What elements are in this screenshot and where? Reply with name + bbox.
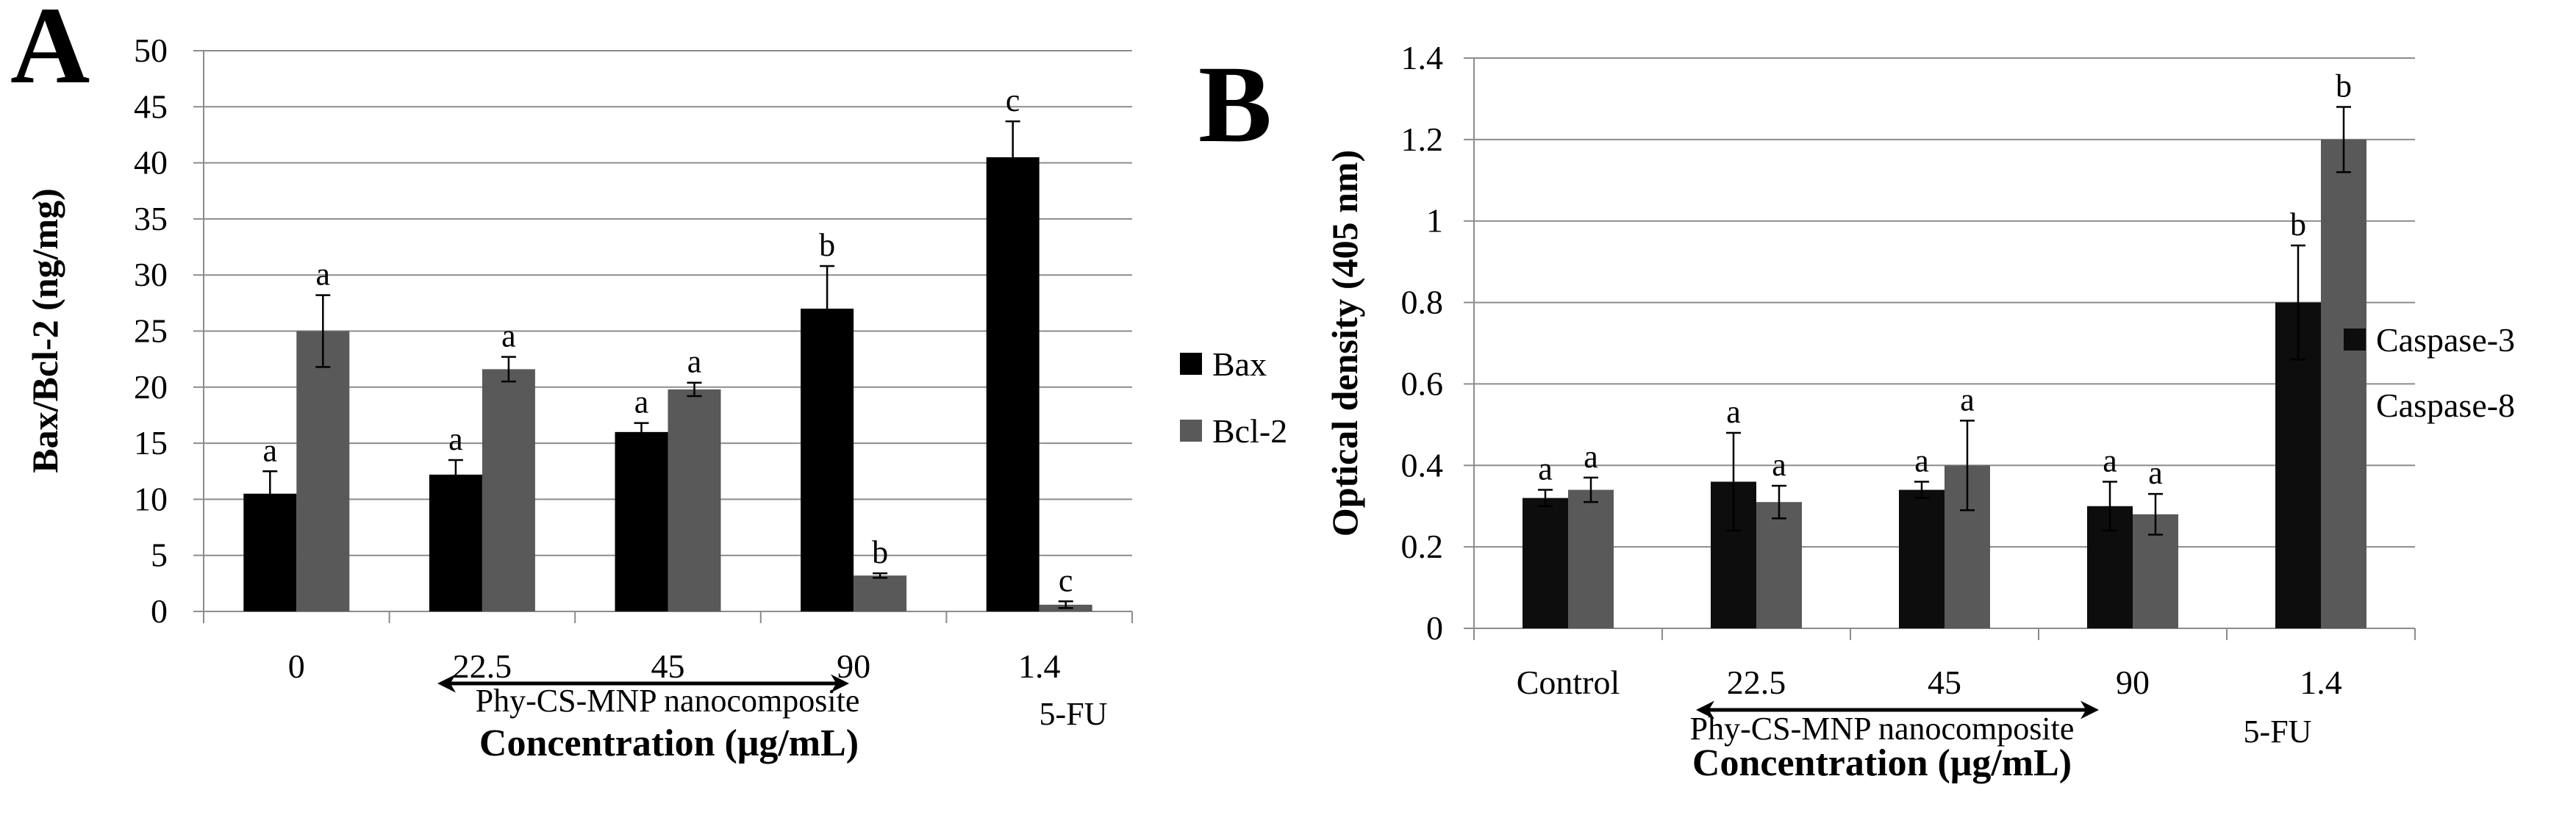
significance-letter: b	[2290, 207, 2306, 243]
group-label: Phy-CS-MNP nanocomposite	[476, 683, 860, 719]
legend-label: Caspase-3	[2376, 321, 2515, 359]
x-tick-label: 0	[288, 647, 305, 685]
bar-caspase-3	[1523, 498, 1568, 628]
y-tick-label: 5	[151, 536, 168, 574]
y-tick-label: 0	[151, 592, 168, 630]
x-tick-label: 22.5	[1727, 664, 1786, 701]
x-tick-label: 1.4	[2300, 664, 2342, 701]
y-tick-label: 0.8	[1401, 284, 1444, 321]
bar-bcl-2	[668, 389, 721, 611]
significance-letter: a	[1772, 447, 1786, 483]
bar-bax	[429, 474, 482, 611]
significance-letter: a	[448, 421, 463, 457]
significance-letter: a	[1584, 439, 1598, 475]
y-tick-label: 0.4	[1401, 446, 1444, 484]
control-label: 5-FU	[2244, 714, 2312, 750]
group-label: Phy-CS-MNP nanocomposite	[1690, 711, 2075, 747]
legend-swatch	[2344, 328, 2366, 351]
panel-b: B 0 0.2 0.4 0.6 0.8 1 1.2 1.4 Optical density (40…	[1198, 39, 2515, 784]
y-tick-label: 50	[134, 32, 168, 69]
bar-bax	[801, 308, 854, 611]
significance-letter: b	[2336, 68, 2352, 104]
significance-letter: a	[1914, 442, 1929, 478]
x-tick-label: Control	[1517, 664, 1620, 701]
significance-letter: a	[2103, 442, 2117, 478]
significance-letter: a	[316, 256, 331, 292]
x-tick-label: 45	[1928, 664, 1961, 701]
bar-bcl-2	[296, 331, 350, 611]
bar-bcl-2	[482, 369, 535, 611]
y-tick-label: 20	[134, 368, 168, 406]
significance-letter: a	[2148, 455, 2163, 491]
significance-letter: a	[501, 318, 516, 354]
y-tick-label: 0	[1426, 609, 1443, 647]
x-tick-label: 45	[651, 647, 685, 685]
y-tick-label: 45	[134, 87, 168, 125]
bar-bcl-2	[854, 575, 907, 611]
x-axis-label: Concentration (μg/mL)	[479, 722, 859, 764]
x-tick-label: 22.5	[453, 647, 512, 685]
y-axis-label: Bax/Bcl-2 (ng/mg)	[24, 188, 65, 473]
y-tick-label: 15	[134, 424, 168, 462]
x-axis-label: Concentration (μg/mL)	[1692, 742, 2072, 784]
legend-label: Caspase-8	[2376, 387, 2515, 424]
legend-swatch	[1180, 420, 1202, 442]
x-tick-label: 90	[2116, 664, 2150, 701]
significance-letter: a	[1538, 451, 1553, 487]
significance-letter: a	[263, 432, 278, 468]
significance-letter: a	[687, 344, 702, 380]
bar-caspase-8	[2321, 139, 2366, 628]
legend-label: Bcl-2	[1212, 412, 1287, 450]
y-tick-label: 25	[134, 312, 168, 350]
panel-letter: B	[1198, 43, 1272, 165]
y-tick-label: 10	[134, 480, 168, 517]
significance-letter: a	[634, 384, 649, 420]
y-tick-label: 0.6	[1401, 365, 1444, 402]
bar-bax	[986, 157, 1040, 612]
significance-letter: c	[1059, 562, 1073, 598]
legend-swatch	[2344, 394, 2366, 416]
significance-letter: b	[819, 227, 835, 263]
significance-letter: a	[1726, 394, 1741, 430]
x-tick-label: 1.4	[1018, 647, 1061, 685]
bar-caspase-8	[1756, 502, 1802, 628]
significance-letter: a	[1960, 381, 1975, 417]
significance-letter: c	[1006, 82, 1020, 118]
y-tick-label: 0.2	[1401, 528, 1444, 565]
y-tick-label: 35	[134, 200, 168, 237]
significance-letter: b	[872, 534, 888, 570]
y-tick-label: 40	[134, 144, 168, 182]
bar-caspase-3	[1899, 489, 1944, 628]
y-tick-label: 30	[134, 256, 168, 293]
y-axis-label: Optical density (405 nm)	[1324, 150, 1365, 536]
y-tick-label: 1	[1426, 202, 1443, 240]
legend-label: Bax	[1212, 345, 1267, 383]
panel-a: A 0 5 10 15 20 25 30 35 40 45 50 Bax/Bcl-2 (ng/mg) 0 a…	[10, 0, 1287, 764]
bar-bax	[615, 431, 668, 611]
y-tick-label: 1.4	[1401, 39, 1444, 76]
x-tick-label: 90	[837, 647, 870, 685]
panel-letter: A	[10, 0, 90, 107]
control-label: 5-FU	[1040, 696, 1108, 732]
legend-swatch	[1180, 353, 1202, 375]
bar-caspase-8	[1568, 489, 1614, 628]
y-tick-label: 1.2	[1401, 121, 1444, 158]
